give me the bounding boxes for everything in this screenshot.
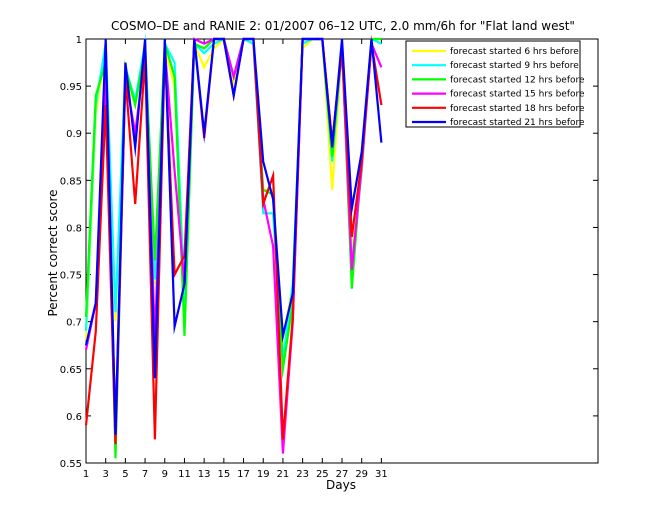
- y-tick-label: 0.65: [60, 365, 82, 376]
- x-tick-label: 15: [217, 469, 230, 480]
- x-tick-label: 11: [178, 469, 191, 480]
- y-tick-label: 1: [76, 35, 82, 46]
- x-tick-label: 3: [103, 469, 109, 480]
- y-tick-label: 0.9: [66, 129, 82, 140]
- y-tick-label: 0.8: [66, 223, 82, 234]
- y-axis-label: Percent correct score: [46, 189, 60, 316]
- legend-label-2: forecast started 9 hrs before: [450, 61, 579, 71]
- y-tick-label: 0.95: [60, 82, 82, 93]
- x-tick-label: 7: [142, 469, 148, 480]
- x-tick-label: 13: [198, 469, 211, 480]
- legend-label-1: forecast started 6 hrs before: [450, 47, 579, 57]
- y-tick-label: 0.75: [60, 271, 82, 282]
- legend-label-4: forecast started 15 hrs before: [450, 90, 585, 100]
- series-line-6: [84, 37, 383, 435]
- x-tick-label: 1: [83, 469, 89, 480]
- legend-box: [405, 40, 581, 128]
- x-tick-label: 23: [296, 469, 309, 480]
- x-axis-label: Days: [326, 478, 356, 492]
- x-tick-label: 25: [316, 469, 329, 480]
- x-tick-label: 9: [162, 469, 168, 480]
- y-tick-label: 0.85: [60, 176, 82, 187]
- series-layer: [84, 33, 383, 459]
- x-tick-label: 31: [375, 469, 388, 480]
- y-tick-label: 0.6: [66, 412, 82, 423]
- x-tick-label: 27: [336, 469, 349, 480]
- legend: forecast started 6 hrs before forecast st…: [405, 40, 585, 128]
- x-tick-label: 19: [257, 469, 270, 480]
- chart-title: COSMO–DE and RANIE 2: 01/2007 06–12 UTC,…: [111, 19, 575, 33]
- legend-label-5: forecast started 18 hrs before: [450, 104, 585, 114]
- legend-label-6: forecast started 21 hrs before: [450, 118, 585, 128]
- y-tick-label: 0.7: [66, 318, 82, 329]
- legend-label-3: forecast started 12 hrs before: [450, 75, 585, 85]
- y-tick-label: 0.55: [60, 459, 82, 470]
- x-tick-label: 17: [237, 469, 250, 480]
- x-tick-label: 29: [355, 469, 368, 480]
- x-tick-label: 5: [122, 469, 128, 480]
- x-tick-label: 21: [277, 469, 290, 480]
